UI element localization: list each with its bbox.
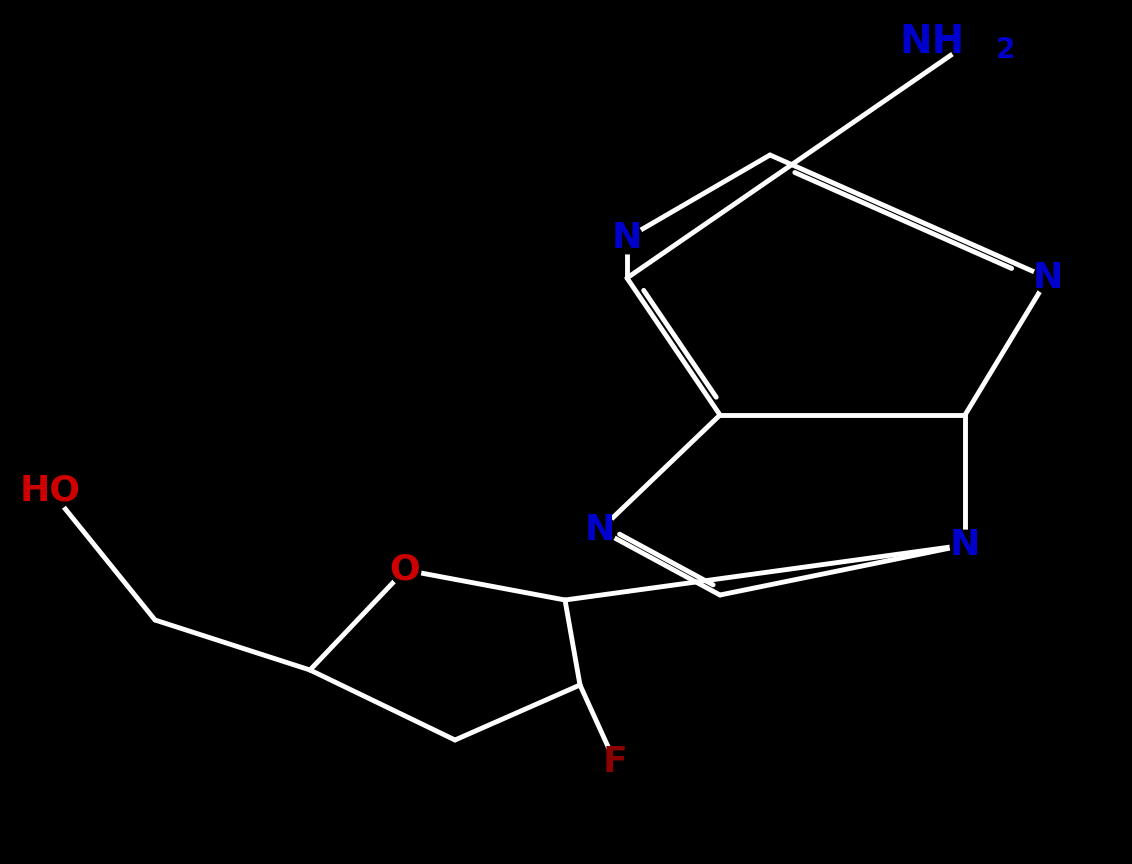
Text: HO: HO — [19, 473, 80, 507]
Text: O: O — [389, 553, 420, 587]
Text: N: N — [950, 528, 980, 562]
Text: 2: 2 — [995, 36, 1014, 64]
Text: F: F — [602, 745, 627, 779]
Text: N: N — [1032, 261, 1063, 295]
Text: N: N — [611, 221, 642, 255]
Text: N: N — [585, 513, 615, 547]
Text: NH: NH — [900, 23, 964, 61]
